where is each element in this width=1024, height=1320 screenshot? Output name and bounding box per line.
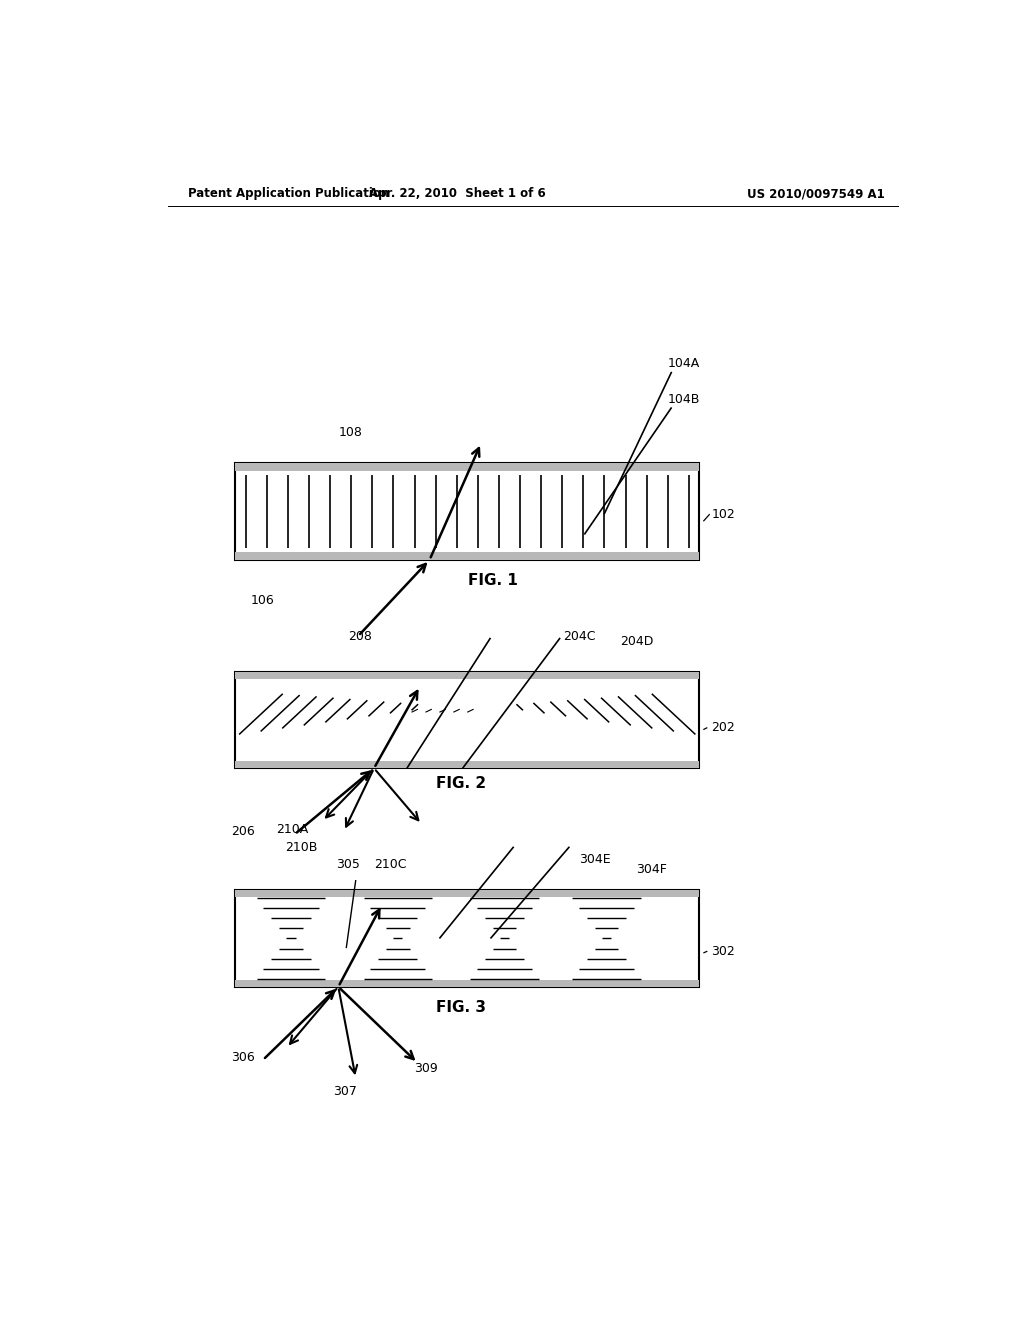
Bar [236, 463, 699, 471]
Text: 306: 306 [231, 1052, 255, 1064]
Text: 104A: 104A [668, 358, 699, 370]
Bar [236, 672, 699, 768]
Text: 104B: 104B [668, 393, 700, 405]
Text: Apr. 22, 2010  Sheet 1 of 6: Apr. 22, 2010 Sheet 1 of 6 [369, 187, 546, 201]
Text: 304E: 304E [579, 853, 610, 866]
Text: 202: 202 [712, 721, 735, 734]
Text: 204D: 204D [620, 635, 653, 648]
Bar [236, 552, 699, 560]
Text: 307: 307 [333, 1085, 356, 1098]
Text: FIG. 2: FIG. 2 [436, 776, 486, 791]
Text: 204C: 204C [563, 630, 595, 643]
Text: FIG. 3: FIG. 3 [436, 999, 486, 1015]
Text: 206: 206 [231, 825, 255, 838]
Bar [236, 463, 699, 560]
Text: 208: 208 [348, 630, 373, 643]
Text: 210A: 210A [276, 822, 308, 836]
Text: 210C: 210C [374, 858, 407, 871]
Text: US 2010/0097549 A1: US 2010/0097549 A1 [748, 187, 885, 201]
Bar [236, 890, 699, 987]
Text: 106: 106 [251, 594, 274, 607]
Bar [236, 979, 699, 987]
Bar [236, 890, 699, 898]
Text: 210B: 210B [285, 841, 317, 854]
Text: 309: 309 [414, 1061, 437, 1074]
Text: FIG. 1: FIG. 1 [468, 573, 518, 587]
Text: 304F: 304F [636, 863, 667, 876]
Text: 108: 108 [338, 426, 362, 440]
Bar [236, 762, 699, 768]
Bar [236, 672, 699, 678]
Text: 102: 102 [712, 508, 735, 520]
Text: Patent Application Publication: Patent Application Publication [187, 187, 389, 201]
Text: 302: 302 [712, 945, 735, 958]
Text: 305: 305 [336, 858, 359, 871]
